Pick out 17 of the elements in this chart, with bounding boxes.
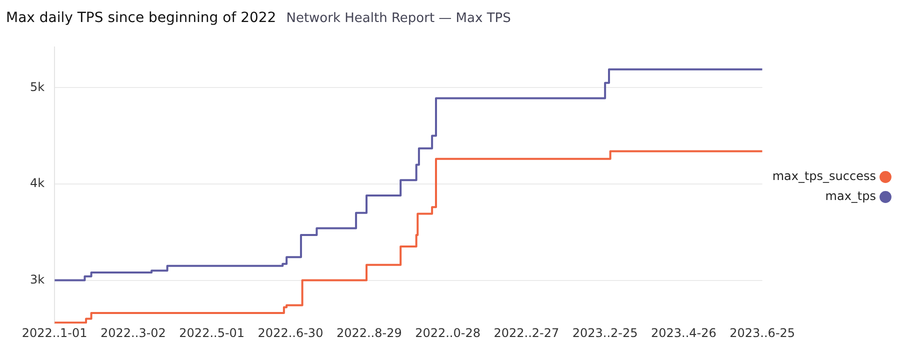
x-tick-label: 2022..3-02: [100, 326, 166, 340]
chart-title: Max daily TPS since beginning of 2022: [6, 10, 276, 26]
x-tick-label: 2022..2-27: [494, 326, 560, 340]
x-tick-label: 2023..2-25: [572, 326, 638, 340]
legend-label: max_tps_success: [772, 169, 876, 184]
legend-label: max_tps: [825, 189, 876, 204]
x-tick-label: 2022..5-01: [179, 326, 245, 340]
x-tick-label: 2023..4-26: [651, 326, 716, 340]
x-tick-label: 2023..6-25: [730, 326, 796, 340]
chart-subtitle: Network Health Report — Max TPS: [286, 11, 511, 26]
y-tick-label: 3k: [30, 272, 45, 286]
y-tick-label: 4k: [30, 176, 45, 190]
x-tick-label: 2022..8-29: [336, 326, 402, 340]
x-tick-label: 2022..0-28: [415, 326, 480, 340]
x-tick-label: 2022..1-01: [22, 326, 88, 340]
y-tick-label: 5k: [30, 80, 45, 94]
x-tick-label: 2022..6-30: [258, 326, 324, 340]
